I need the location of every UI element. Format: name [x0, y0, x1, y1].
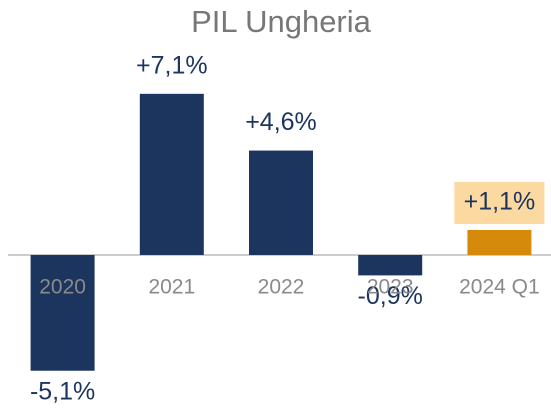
value-label: -0,9%	[358, 282, 423, 310]
label-highlight	[454, 182, 545, 225]
x-tick-label: 2020	[39, 276, 86, 299]
x-tick-label: 2023	[367, 276, 414, 299]
value-label: +1,1%	[464, 188, 536, 216]
x-tick-label: 2022	[258, 276, 305, 299]
bar	[358, 254, 423, 276]
value-label: -5,1%	[30, 377, 95, 405]
value-label: +4,6%	[245, 108, 317, 136]
x-tick-label: 2021	[148, 276, 195, 299]
x-tick-label: 2024 Q1	[459, 276, 540, 299]
bar	[139, 93, 204, 255]
chart-title: PIL Ungheria	[191, 4, 372, 39]
bar	[30, 254, 95, 371]
bar	[467, 230, 532, 255]
bar	[249, 150, 313, 255]
value-label: +7,1%	[136, 51, 208, 79]
